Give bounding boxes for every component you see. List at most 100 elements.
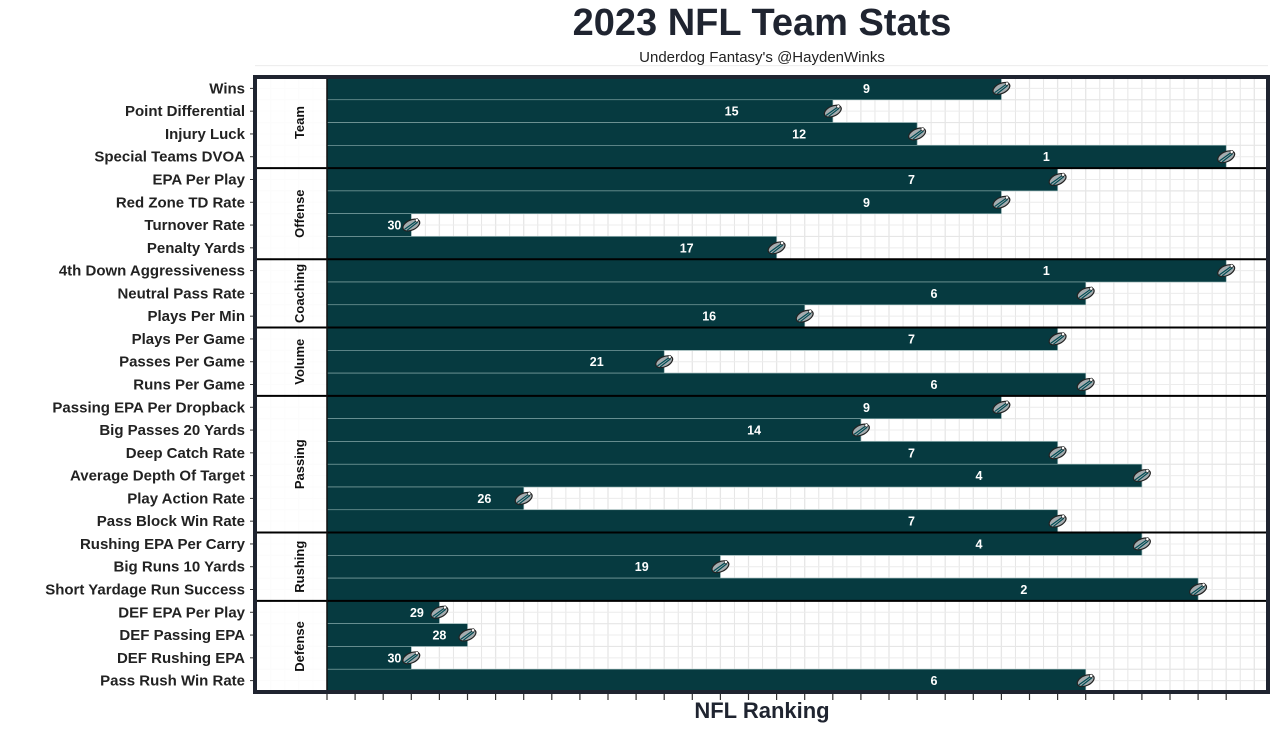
eagles-logo-icon	[514, 491, 533, 505]
eagles-logo-icon	[1076, 673, 1095, 688]
bar-value-label: 7	[908, 332, 915, 346]
y-axis-label: DEF Rushing EPA	[117, 650, 245, 667]
facet-strip-label: Coaching	[292, 264, 307, 323]
y-axis-label: DEF EPA Per Play	[118, 604, 245, 621]
bar-value-label: 4	[975, 537, 982, 551]
bar-value-label: 2	[1020, 583, 1027, 597]
bar-value-label: 15	[725, 105, 739, 119]
eagles-logo-icon	[1076, 286, 1095, 300]
eagles-logo-icon	[402, 651, 421, 665]
bar-value-label: 16	[702, 310, 716, 324]
facet-strip-label: Rushing	[292, 541, 307, 593]
x-axis-label: NFL Ranking	[694, 698, 830, 723]
y-axis-label: Passes Per Game	[119, 354, 245, 371]
bar	[326, 281, 1087, 306]
y-axis-label: Rushing EPA Per Carry	[80, 536, 246, 553]
eagles-logo-icon	[851, 423, 870, 437]
eagles-logo-icon	[402, 218, 421, 232]
bar-value-label: 21	[590, 355, 604, 369]
y-axis-label: Wins	[209, 80, 245, 97]
bar-value-label: 7	[908, 515, 915, 529]
bar-value-label: 6	[930, 674, 937, 688]
facet-strip	[257, 78, 326, 168]
bar	[326, 327, 1058, 351]
eagles-logo-icon	[711, 560, 730, 574]
bar-value-label: 7	[908, 446, 915, 460]
facet-strip-label: Defense	[292, 621, 307, 672]
y-axis-label: Injury Luck	[165, 126, 246, 143]
eagles-logo-icon	[1217, 263, 1236, 278]
facet-strip-label: Volume	[292, 339, 307, 385]
y-axis-label: Point Differential	[125, 103, 245, 120]
bar-value-label: 28	[432, 629, 446, 643]
bar-value-label: 9	[863, 196, 870, 210]
eagles-logo-icon	[823, 104, 842, 118]
bar-value-label: 26	[477, 492, 491, 506]
chart-subtitle: Underdog Fantasy's @HaydenWinks	[639, 49, 885, 66]
bar	[326, 577, 1199, 602]
eagles-logo-icon	[1048, 172, 1067, 187]
bar-value-label: 1	[1043, 150, 1050, 164]
eagles-logo-icon	[1217, 150, 1236, 164]
y-axis-label: Red Zone TD Rate	[116, 194, 245, 211]
facet-strip	[257, 601, 326, 691]
bar-value-label: 1	[1043, 264, 1050, 278]
y-axis-label: Pass Block Win Rate	[97, 513, 245, 530]
bar	[326, 532, 1143, 556]
eagles-logo-icon	[458, 628, 477, 642]
facet-strip-label: Offense	[292, 189, 307, 237]
eagles-logo-icon	[992, 400, 1011, 414]
eagles-logo-icon	[655, 355, 674, 369]
y-axis-label: Special Teams DVOA	[94, 149, 245, 166]
panel-border	[253, 75, 1270, 694]
facet-strip-label: Passing	[292, 439, 307, 489]
y-axis-label: Plays Per Min	[147, 308, 245, 325]
y-axis-label: Penalty Yards	[147, 240, 245, 257]
eagles-logo-icon	[1189, 582, 1208, 597]
eagles-logo-icon	[1048, 446, 1067, 460]
eagles-logo-icon	[908, 127, 927, 141]
eagles-logo-icon	[1048, 514, 1067, 528]
bar-value-label: 30	[387, 651, 401, 665]
facet-strip	[257, 328, 326, 395]
bar-value-label: 14	[747, 424, 761, 438]
bar	[326, 76, 1002, 101]
bar	[326, 350, 665, 374]
bar-value-label: 12	[792, 127, 806, 141]
eagles-logo-icon	[992, 81, 1011, 95]
eagles-logo-icon	[992, 195, 1011, 209]
bar-value-label: 19	[635, 560, 649, 574]
eagles-logo-icon	[1076, 377, 1095, 392]
bar-value-label: 7	[908, 173, 915, 187]
bar	[326, 122, 918, 146]
bar-value-label: 30	[387, 219, 401, 233]
bar	[326, 668, 1087, 693]
bar-value-label: 6	[930, 287, 937, 301]
facet-strip	[257, 260, 326, 327]
bar	[326, 304, 806, 328]
eagles-logo-icon	[430, 605, 449, 619]
bar	[326, 99, 834, 123]
bar	[326, 463, 1143, 488]
facet-strip	[257, 169, 326, 259]
y-axis-label: Big Runs 10 Yards	[114, 559, 245, 576]
bar-value-label: 6	[930, 378, 937, 392]
bar-value-label: 9	[863, 82, 870, 96]
bar	[326, 623, 468, 647]
eagles-logo-icon	[1048, 332, 1067, 346]
y-axis-label: DEF Passing EPA	[119, 627, 245, 644]
y-axis-label: 4th Down Aggressiveness	[59, 263, 245, 280]
bar	[326, 145, 1227, 169]
eagles-logo-icon	[1132, 537, 1151, 551]
bar	[326, 372, 1087, 397]
y-axis-label: Play Action Rate	[127, 490, 245, 507]
bar	[326, 418, 862, 442]
y-axis-label: Plays Per Game	[132, 331, 245, 348]
bar	[326, 509, 1058, 533]
facet-strip	[257, 533, 326, 600]
bar	[326, 486, 524, 511]
bar	[326, 190, 1002, 214]
y-axis-label: Runs Per Game	[133, 377, 245, 394]
y-axis-label: Pass Rush Win Rate	[100, 673, 245, 690]
bar-value-label: 9	[863, 401, 870, 415]
